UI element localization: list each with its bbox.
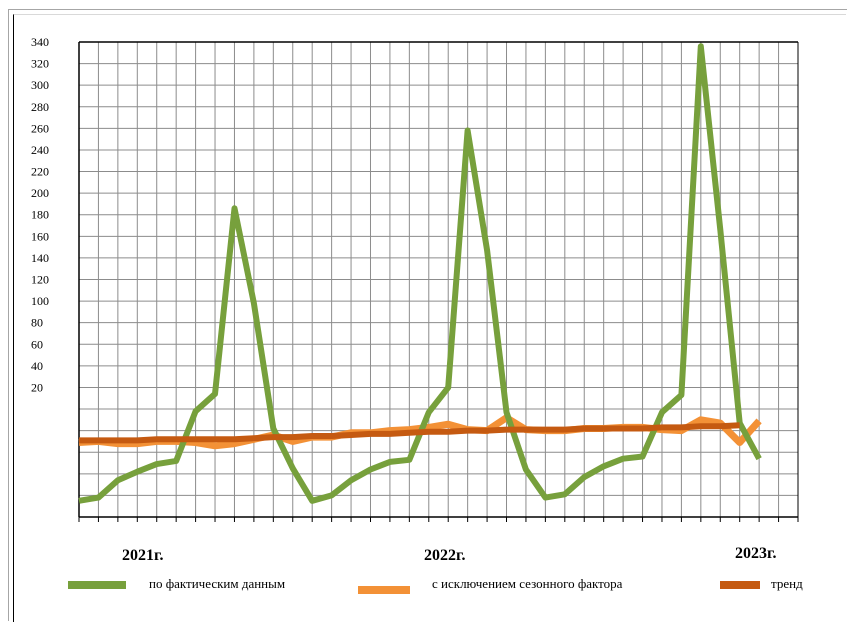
y-tick-label: 160: [31, 229, 49, 243]
legend-swatch-trend: [720, 581, 760, 589]
year-label-2023: 2023г.: [735, 545, 777, 562]
chart-series: [78, 43, 762, 504]
y-tick-label: 320: [31, 57, 49, 71]
y-tick-label: 200: [31, 186, 49, 200]
y-tick-label: 100: [31, 294, 49, 308]
y-tick-label: 260: [31, 121, 49, 135]
y-tick-label: 240: [31, 143, 49, 157]
legend-swatch-seasonally-adjusted: [358, 586, 410, 594]
chart-outer-frame: [8, 9, 847, 621]
legend-label-seasonally-adjusted: с исключением сезонного фактора: [432, 576, 623, 591]
y-tick-label: 180: [31, 208, 49, 222]
y-tick-label: 340: [31, 35, 49, 49]
y-tick-label: 80: [31, 316, 43, 330]
y-tick-label: 300: [31, 78, 49, 92]
series-line-actual: [78, 43, 762, 504]
year-label-2022: 2022г.: [424, 547, 466, 564]
y-tick-label: 120: [31, 273, 49, 287]
y-tick-label: 140: [31, 251, 49, 265]
legend-label-trend: тренд: [771, 576, 803, 591]
y-tick-label: 60: [31, 337, 43, 351]
y-tick-label: 20: [31, 380, 43, 394]
legend-label-actual: по фактическим данным: [149, 576, 286, 591]
y-tick-label: 220: [31, 165, 49, 179]
year-label-2021: 2021г.: [122, 547, 164, 564]
y-axis-tick-labels: 340 320 300 280 260 240 220 200 180 160 140 120 100 8…: [31, 35, 49, 394]
y-tick-label: 280: [31, 100, 49, 114]
chart-area-border: [13, 14, 846, 622]
series-line-trend: [79, 422, 740, 444]
y-tick-label: 40: [31, 359, 43, 373]
legend-swatch-actual: [68, 581, 126, 589]
